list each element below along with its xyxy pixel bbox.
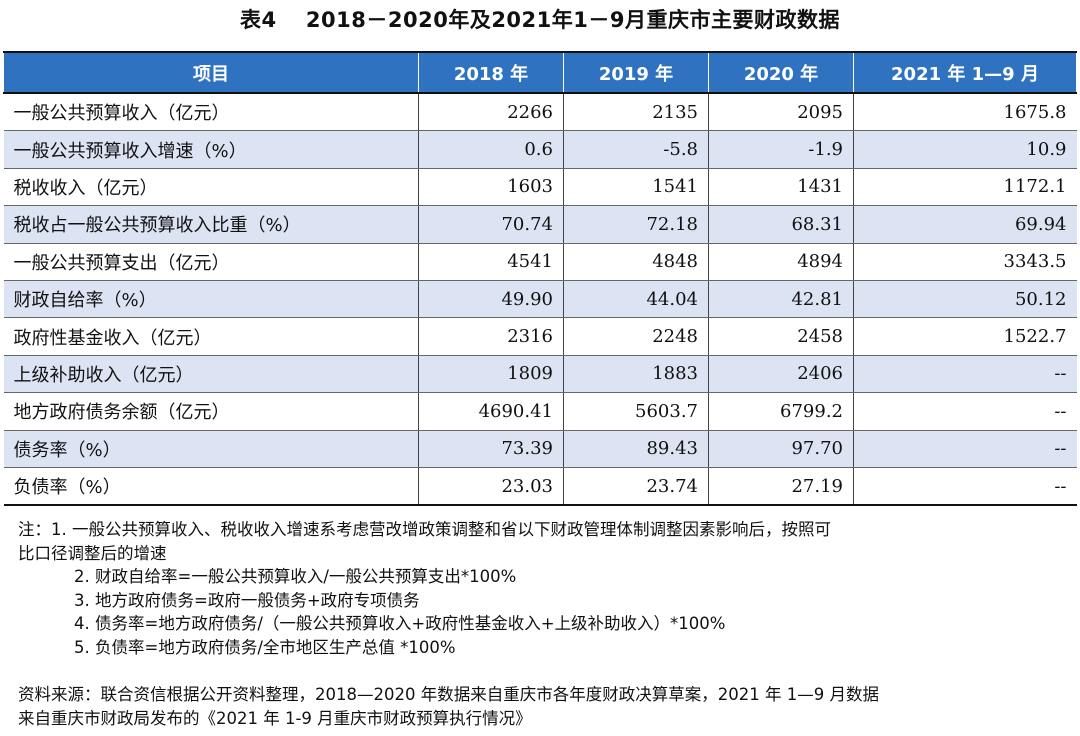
table-row: 政府性基金收入（亿元） 2316 2248 2458 1522.7	[3, 317, 1077, 356]
row-label-cell: 税收占一般公共预算收入比重（%）	[3, 205, 419, 244]
note-3: 3. 地方政府债务=政府一般债务+政府专项债务	[74, 590, 420, 610]
value-cell: 2316	[418, 317, 564, 356]
table-row: 负债率（%） 23.03 23.74 27.19 --	[3, 467, 1077, 507]
value-cell: 1431	[708, 168, 854, 207]
source-line-2: 来自重庆市财政局发布的《2021 年 1-9 月重庆市财政预算执行情况》	[18, 709, 532, 728]
row-label-cell: 债务率（%）	[3, 430, 419, 468]
value-cell: --	[853, 355, 1077, 394]
note-4: 4. 债务率=地方政府债务/（一般公共预算收入+政府性基金收入+上级补助收入）*…	[74, 614, 726, 633]
value-cell: 1809	[418, 355, 564, 394]
table-body: 一般公共预算收入（亿元） 2266 2135 2095 1675.8 一般公共预算收入增速…	[3, 93, 1077, 507]
row-label-cell: 税收收入（亿元）	[3, 168, 419, 207]
value-cell: 23.03	[418, 467, 564, 507]
table-row: 一般公共预算收入（亿元） 2266 2135 2095 1675.8	[3, 93, 1077, 132]
value-cell: 1522.7	[853, 317, 1077, 356]
source-line-1: 资料来源：联合资信根据公开资料整理，2018—2020 年数据来自重庆市各年度财…	[18, 685, 879, 704]
value-cell: 5603.7	[563, 392, 709, 431]
value-cell: 23.74	[563, 467, 709, 507]
notes: 注：1. 一般公共预算收入、税收收入增速系考虑营改增政策调整和省以下财政管理体制…	[18, 518, 1068, 659]
value-cell: 1883	[563, 355, 709, 394]
table-row: 一般公共预算支出（亿元） 4541 4848 4894 3343.5	[3, 243, 1077, 281]
value-cell: 3343.5	[853, 243, 1077, 281]
value-cell: 69.94	[853, 205, 1077, 244]
value-cell: 1603	[418, 168, 564, 207]
header-2020: 2020 年	[708, 51, 854, 94]
value-cell: --	[853, 430, 1077, 468]
row-label-cell: 一般公共预算支出（亿元）	[3, 243, 419, 281]
table-row: 一般公共预算收入增速（%） 0.6 -5.8 -1.9 10.9	[3, 130, 1077, 169]
value-cell: 1172.1	[853, 168, 1077, 207]
row-label-cell: 政府性基金收入（亿元）	[3, 317, 419, 356]
table-header-row: 项目 2018 年 2019 年 2020 年 2021 年 1—9 月	[3, 51, 1077, 94]
value-cell: 2406	[708, 355, 854, 394]
header-2018: 2018 年	[418, 51, 564, 94]
value-cell: 89.43	[563, 430, 709, 468]
table-row: 地方政府债务余额（亿元） 4690.41 5603.7 6799.2 --	[3, 392, 1077, 431]
header-2021-jan-sep: 2021 年 1—9 月	[853, 51, 1077, 94]
value-cell: 1675.8	[853, 93, 1077, 132]
value-cell: 68.31	[708, 205, 854, 244]
value-cell: 6799.2	[708, 392, 854, 431]
table-row: 税收收入（亿元） 1603 1541 1431 1172.1	[3, 168, 1077, 207]
value-cell: 70.74	[418, 205, 564, 244]
note-1: 注：1. 一般公共预算收入、税收收入增速系考虑营改增政策调整和省以下财政管理体制…	[18, 520, 831, 539]
note-1-continued: 比口径调整后的增速	[18, 543, 167, 563]
row-label-cell: 上级补助收入（亿元）	[3, 355, 419, 394]
row-label-cell: 一般公共预算收入（亿元）	[3, 93, 419, 132]
table-row: 上级补助收入（亿元） 1809 1883 2406 --	[3, 355, 1077, 394]
value-cell: 72.18	[563, 205, 709, 244]
note-5: 5. 负债率=地方政府债务/全市地区生产总值 *100%	[74, 637, 456, 657]
row-label-cell: 地方政府债务余额（亿元）	[3, 392, 419, 431]
table-row: 财政自给率（%） 49.90 44.04 42.81 50.12	[3, 280, 1077, 319]
value-cell: 2095	[708, 93, 854, 132]
value-cell: -5.8	[563, 130, 709, 169]
value-cell: 97.70	[708, 430, 854, 468]
fiscal-data-table: 项目 2018 年 2019 年 2020 年 2021 年 1—9 月 一般公…	[3, 51, 1077, 507]
value-cell: 27.19	[708, 467, 854, 507]
table-row: 债务率（%） 73.39 89.43 97.70 --	[3, 430, 1077, 468]
value-cell: 44.04	[563, 280, 709, 319]
header-item: 项目	[3, 51, 419, 94]
value-cell: 50.12	[853, 280, 1077, 319]
value-cell: 1541	[563, 168, 709, 207]
value-cell: 10.9	[853, 130, 1077, 169]
value-cell: 2135	[563, 93, 709, 132]
value-cell: 2458	[708, 317, 854, 356]
note-2: 2. 财政自给率=一般公共预算收入/一般公共预算支出*100%	[74, 567, 517, 586]
value-cell: 2266	[418, 93, 564, 132]
row-label-cell: 一般公共预算收入增速（%）	[3, 130, 419, 169]
value-cell: 0.6	[418, 130, 564, 169]
header-2019: 2019 年	[563, 51, 709, 94]
value-cell: -1.9	[708, 130, 854, 169]
row-label-cell: 财政自给率（%）	[3, 280, 419, 319]
value-cell: --	[853, 392, 1077, 431]
value-cell: 4848	[563, 243, 709, 281]
value-cell: 42.81	[708, 280, 854, 319]
table-row: 税收占一般公共预算收入比重（%） 70.74 72.18 68.31 69.94	[3, 205, 1077, 244]
value-cell: 49.90	[418, 280, 564, 319]
value-cell: 4894	[708, 243, 854, 281]
value-cell: 4690.41	[418, 392, 564, 431]
value-cell: 2248	[563, 317, 709, 356]
value-cell: 73.39	[418, 430, 564, 468]
row-label-cell: 负债率（%）	[3, 467, 419, 507]
data-source: 资料来源：联合资信根据公开资料整理，2018—2020 年数据来自重庆市各年度财…	[18, 683, 1068, 731]
value-cell: 4541	[418, 243, 564, 281]
table-title: 表4 2018－2020年及2021年1－9月重庆市主要财政数据	[240, 8, 840, 32]
value-cell: --	[853, 467, 1077, 507]
